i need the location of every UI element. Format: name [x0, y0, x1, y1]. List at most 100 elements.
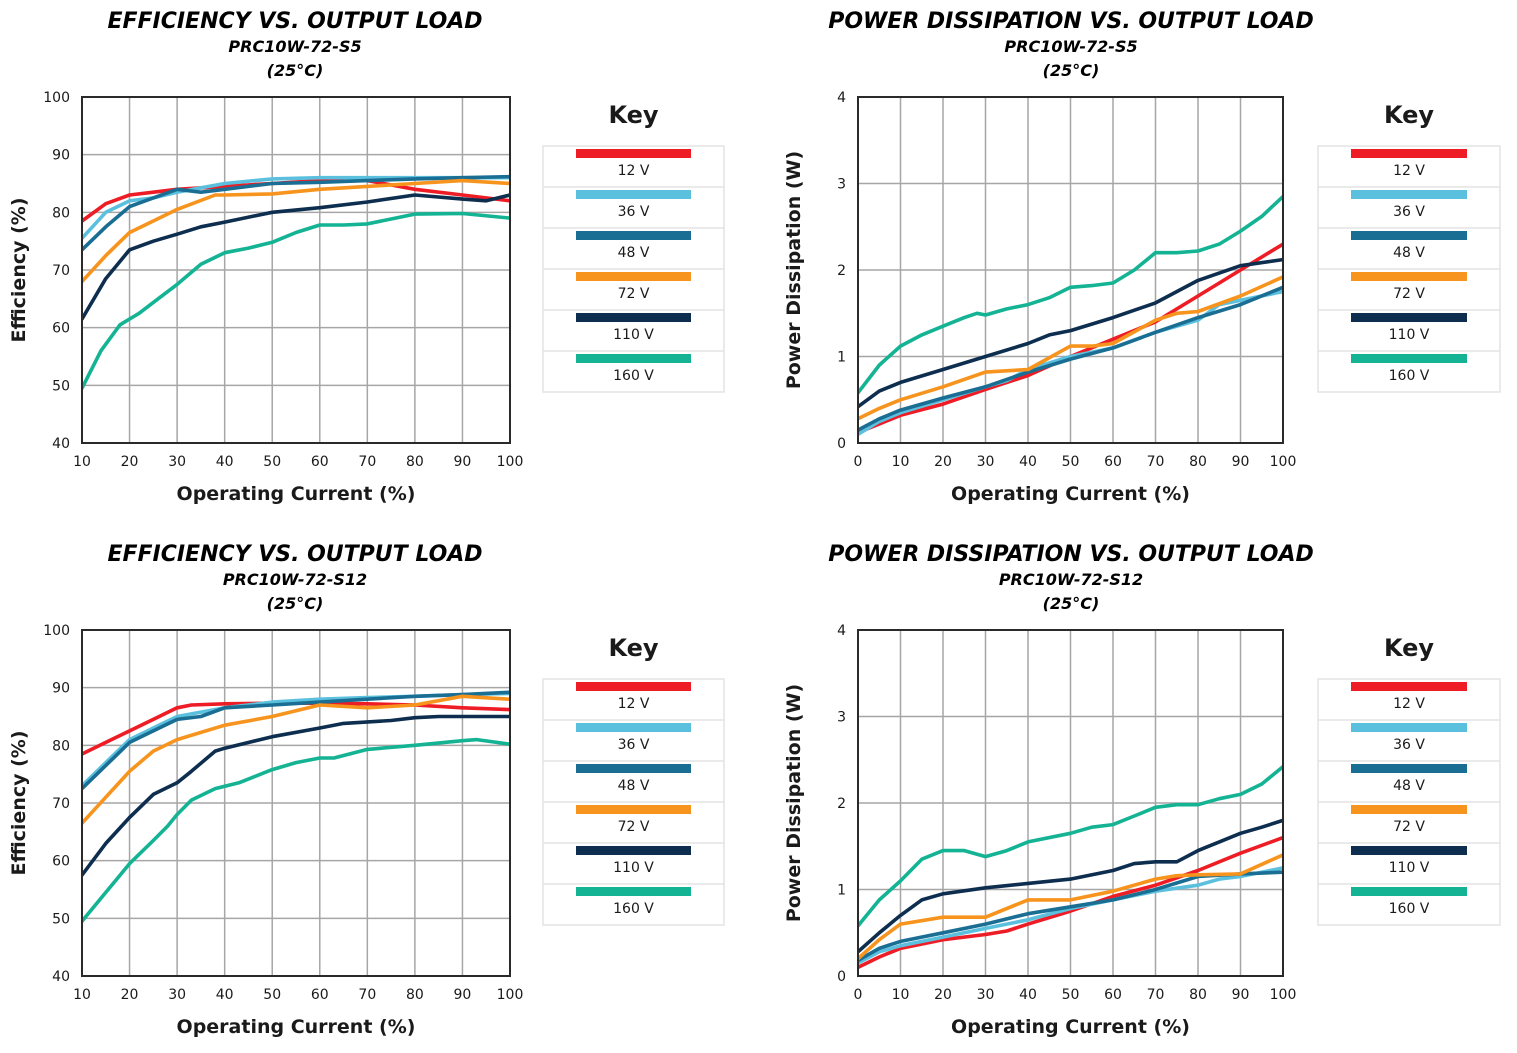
- x-tick-label: 10: [892, 454, 910, 470]
- legend-label-72-v: 72 V: [1393, 819, 1425, 835]
- legend-label-110-v: 110 V: [613, 327, 654, 343]
- y-tick-label: 4: [837, 623, 846, 639]
- legend-swatch-110-v: [1351, 313, 1467, 322]
- legend-label-72-v: 72 V: [618, 819, 650, 835]
- legend-label-36-v: 36 V: [618, 204, 650, 220]
- plot-frame: [81, 629, 511, 977]
- x-tick-label: 40: [216, 987, 234, 1003]
- legend-swatch-12-v: [1351, 682, 1467, 691]
- legend-title: Key: [1384, 101, 1434, 129]
- chart-title: POWER DISSIPATION VS. OUTPUT LOAD: [828, 542, 1314, 567]
- legend: Key 12 V 36 V 48 V 72 V 110 V 160 V: [542, 634, 725, 926]
- plot-frame: [857, 629, 1284, 977]
- legend-swatch-12-v: [1351, 149, 1467, 158]
- chart-svg: EFFICIENCY VS. OUTPUT LOAD PRC10W-72-S5 (2…: [8, 9, 725, 505]
- x-tick-label: 50: [1062, 987, 1080, 1003]
- chart-efficiency-s12: EFFICIENCY VS. OUTPUT LOAD PRC10W-72-S12 (…: [0, 533, 758, 1053]
- legend-label-36-v: 36 V: [618, 737, 650, 753]
- x-tick-label: 90: [454, 454, 472, 470]
- y-tick-label: 70: [52, 263, 70, 279]
- x-tick-label: 0: [854, 454, 863, 470]
- legend-label-48-v: 48 V: [618, 245, 650, 261]
- series-line-72-v: [858, 853, 1283, 961]
- series-line-160-v: [82, 737, 510, 924]
- x-tick-label: 70: [1147, 987, 1165, 1003]
- x-axis-label: Operating Current (%): [177, 1016, 416, 1038]
- x-axis-label: Operating Current (%): [951, 1016, 1190, 1038]
- legend: Key 12 V 36 V 48 V 72 V 110 V 160 V: [542, 101, 725, 393]
- y-axis-label: Efficiency (%): [8, 730, 30, 875]
- series-line-110-v: [82, 714, 510, 877]
- x-tick-label: 100: [497, 987, 524, 1003]
- x-tick-label: 80: [1189, 454, 1207, 470]
- x-tick-label: 80: [406, 454, 424, 470]
- legend-swatch-72-v: [1351, 805, 1467, 814]
- legend-swatch-36-v: [1351, 723, 1467, 732]
- series-line-110-v: [82, 193, 510, 321]
- x-tick-label: 10: [73, 987, 91, 1003]
- legend: Key 12 V 36 V 48 V 72 V 110 V 160 V: [1317, 634, 1501, 926]
- chart-subtitle: PRC10W-72-S5: [1004, 37, 1137, 56]
- legend-label-48-v: 48 V: [1393, 245, 1425, 261]
- x-tick-label: 60: [311, 987, 329, 1003]
- y-tick-label: 50: [52, 378, 70, 394]
- x-tick-label: 30: [168, 987, 186, 1003]
- y-tick-label: 40: [52, 436, 70, 452]
- x-tick-label: 30: [977, 987, 995, 1003]
- legend-swatch-48-v: [1351, 231, 1467, 240]
- legend-label-110-v: 110 V: [1389, 860, 1430, 876]
- x-tick-label: 90: [1232, 987, 1250, 1003]
- y-tick-label: 2: [837, 796, 846, 812]
- chart-subtitle-temperature: (25°C): [267, 61, 324, 80]
- legend-label-48-v: 48 V: [618, 778, 650, 794]
- legend-label-48-v: 48 V: [1393, 778, 1425, 794]
- legend-title: Key: [608, 101, 658, 129]
- legend-swatch-36-v: [1351, 190, 1467, 199]
- series-line-48-v: [82, 174, 510, 252]
- legend-swatch-110-v: [576, 846, 691, 855]
- legend-swatch-160-v: [576, 887, 691, 896]
- grid: [857, 96, 1284, 444]
- legend-label-160-v: 160 V: [1389, 901, 1430, 917]
- series-line-110-v: [858, 818, 1283, 954]
- x-tick-label: 60: [311, 454, 329, 470]
- x-tick-label: 50: [263, 454, 281, 470]
- x-axis-label: Operating Current (%): [177, 483, 416, 505]
- legend-label-12-v: 12 V: [1393, 696, 1425, 712]
- x-tick-label: 70: [1147, 454, 1165, 470]
- series-line-160-v: [858, 764, 1283, 928]
- y-tick-label: 70: [52, 796, 70, 812]
- series-line-48-v: [82, 690, 510, 791]
- grid: [81, 96, 511, 444]
- legend-label-12-v: 12 V: [1393, 163, 1425, 179]
- x-tick-label: 50: [263, 987, 281, 1003]
- x-tick-label: 80: [406, 987, 424, 1003]
- legend-swatch-36-v: [576, 190, 691, 199]
- chart-svg: POWER DISSIPATION VS. OUTPUT LOAD PRC10W-…: [783, 542, 1501, 1038]
- x-tick-label: 100: [1270, 454, 1297, 470]
- y-tick-label: 2: [837, 263, 846, 279]
- y-axis-label: Efficiency (%): [8, 197, 30, 342]
- legend-swatch-12-v: [576, 149, 691, 158]
- legend-label-72-v: 72 V: [618, 286, 650, 302]
- legend-swatch-48-v: [1351, 764, 1467, 773]
- y-axis-label: Power Dissipation (W): [783, 151, 805, 389]
- x-tick-label: 10: [892, 987, 910, 1003]
- x-tick-label: 90: [1232, 454, 1250, 470]
- y-tick-label: 90: [52, 681, 70, 697]
- plot-frame: [81, 96, 511, 444]
- chart-efficiency-s5: EFFICIENCY VS. OUTPUT LOAD PRC10W-72-S5 (2…: [0, 0, 758, 520]
- x-tick-label: 50: [1062, 454, 1080, 470]
- chart-svg: EFFICIENCY VS. OUTPUT LOAD PRC10W-72-S12 (…: [8, 542, 725, 1038]
- y-tick-label: 80: [52, 205, 70, 221]
- legend-swatch-72-v: [1351, 272, 1467, 281]
- legend-swatch-110-v: [576, 313, 691, 322]
- legend-label-12-v: 12 V: [618, 696, 650, 712]
- y-tick-label: 80: [52, 738, 70, 754]
- series-line-72-v: [858, 275, 1283, 421]
- chart-title: POWER DISSIPATION VS. OUTPUT LOAD: [828, 9, 1314, 34]
- series-group: [858, 194, 1283, 437]
- x-tick-label: 70: [358, 987, 376, 1003]
- legend-label-72-v: 72 V: [1393, 286, 1425, 302]
- legend-swatch-160-v: [576, 354, 691, 363]
